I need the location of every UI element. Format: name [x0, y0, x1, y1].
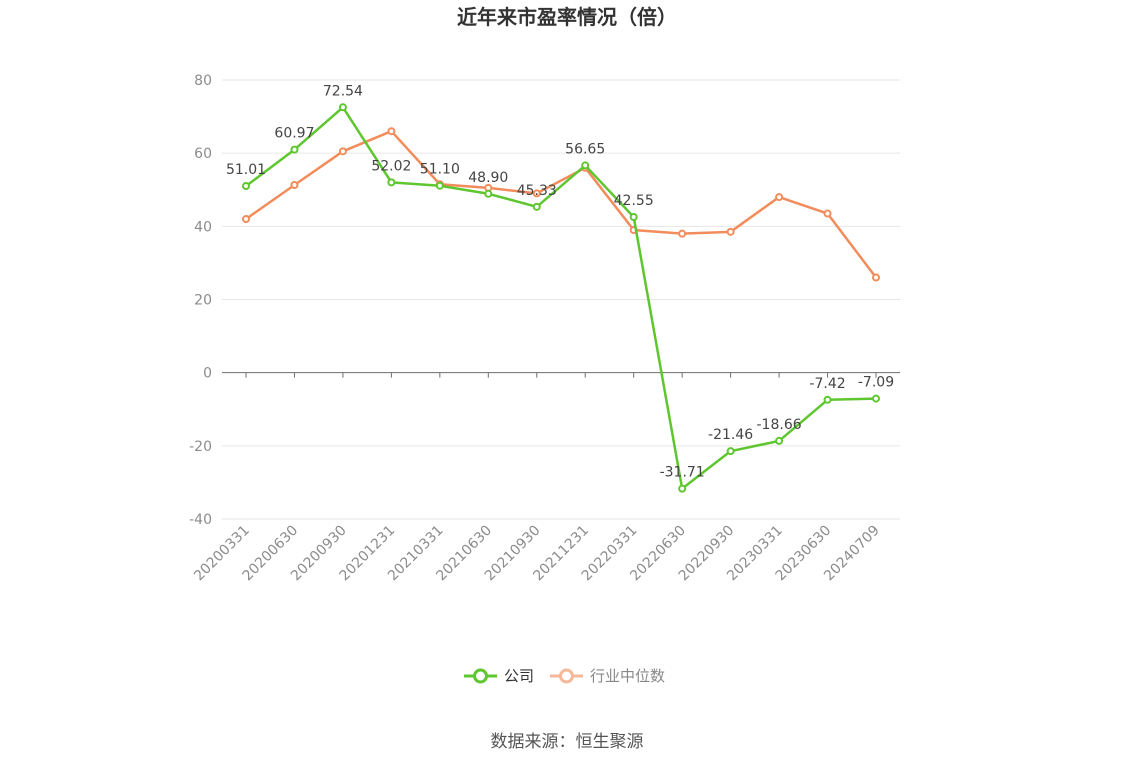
legend-item-company[interactable]: 公司 — [464, 667, 534, 685]
data-label: 51.10 — [420, 162, 460, 178]
data-point-0[interactable] — [872, 394, 880, 403]
y-tick-label: 40 — [194, 219, 212, 235]
data-label: -7.09 — [858, 375, 894, 391]
data-label: 51.01 — [226, 162, 266, 178]
legend-label-company: 公司 — [504, 667, 534, 685]
data-label: -7.42 — [809, 376, 845, 392]
data-label: -31.71 — [660, 465, 705, 481]
series-lines — [242, 103, 880, 493]
data-point-1[interactable] — [242, 215, 250, 224]
data-point-0[interactable] — [338, 103, 347, 112]
data-point-1[interactable] — [387, 127, 396, 136]
legend-item-industry-median[interactable]: 行业中位数 — [550, 667, 665, 685]
data-label: -21.46 — [708, 427, 753, 443]
y-tick-label: -20 — [189, 439, 212, 455]
data-label: 45.33 — [517, 183, 557, 199]
data-label: 48.90 — [468, 170, 508, 186]
data-point-0[interactable] — [678, 484, 687, 493]
y-tick-label: 80 — [194, 73, 212, 89]
data-point-0[interactable] — [290, 145, 299, 154]
y-tick-label: 20 — [194, 293, 212, 309]
data-labels: 51.01 60.97 72.54 52.02 51.10 48.90 45.33 56.65… — [226, 83, 894, 480]
data-point-0[interactable] — [581, 161, 590, 170]
data-label: 42.55 — [614, 193, 654, 209]
data-label: -18.66 — [757, 417, 802, 433]
series-line-0 — [245, 106, 877, 490]
data-label: 52.02 — [371, 158, 411, 174]
source-note: 数据来源：恒生聚源 — [491, 732, 644, 752]
y-tick-label: -40 — [189, 512, 212, 528]
legend-marker-industry-median — [559, 668, 574, 684]
series-line-1 — [245, 129, 877, 279]
legend: 公司 行业中位数 — [464, 667, 665, 685]
data-point-1[interactable] — [823, 209, 832, 218]
data-point-0[interactable] — [435, 181, 444, 190]
data-point-1[interactable] — [775, 193, 784, 202]
y-tick-label: 60 — [194, 146, 212, 162]
legend-marker-company — [473, 668, 488, 684]
data-label: 72.54 — [323, 83, 363, 99]
data-label: 56.65 — [565, 141, 605, 157]
data-point-0[interactable] — [726, 447, 735, 456]
data-point-1[interactable] — [726, 227, 735, 236]
data-point-1[interactable] — [872, 273, 880, 282]
data-point-0[interactable] — [484, 189, 493, 198]
data-label: 60.97 — [274, 126, 314, 142]
data-point-1[interactable] — [338, 147, 347, 156]
data-point-1[interactable] — [290, 180, 299, 189]
data-point-0[interactable] — [387, 178, 396, 187]
data-point-0[interactable] — [242, 182, 250, 191]
data-point-0[interactable] — [775, 436, 784, 445]
chart-title: 近年来市盈率情况（倍） — [457, 5, 677, 29]
y-tick-label: 0 — [203, 366, 212, 382]
data-point-0[interactable] — [823, 395, 832, 404]
data-point-1[interactable] — [532, 189, 541, 198]
data-point-0[interactable] — [629, 213, 638, 222]
data-point-0[interactable] — [532, 202, 541, 211]
data-point-1[interactable] — [678, 229, 687, 238]
legend-label-industry-median: 行业中位数 — [590, 667, 665, 685]
grid-lines — [222, 79, 900, 520]
